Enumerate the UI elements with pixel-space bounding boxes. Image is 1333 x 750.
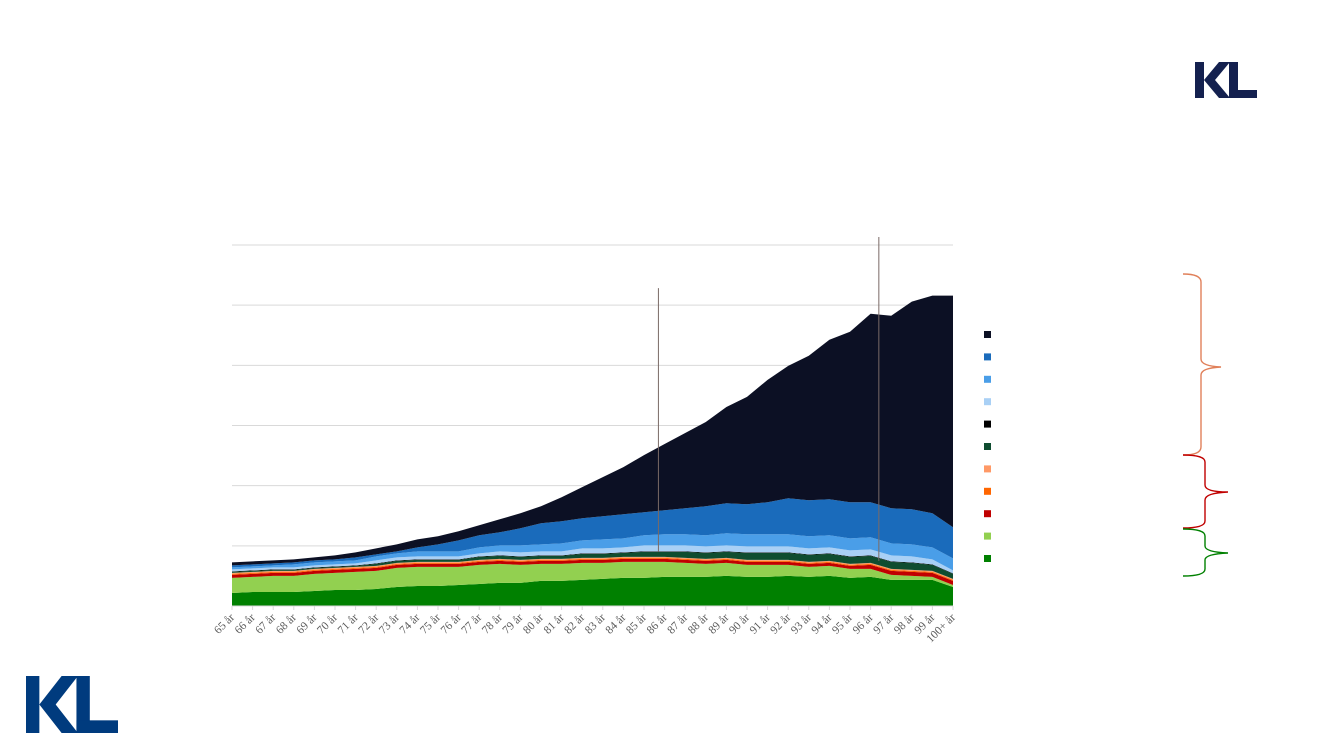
area-series-4 [232, 556, 953, 580]
legend-swatch-10 [984, 331, 991, 338]
x-tick-label: 65 år [211, 611, 237, 637]
legend-swatch-3 [984, 487, 991, 495]
kl-logo-bottom [26, 676, 118, 733]
area-series-1 [232, 561, 953, 593]
x-tick-label: 72 år [356, 611, 382, 637]
x-tick-label: 92 år [768, 611, 794, 637]
x-tick-label: 77 år [459, 611, 485, 637]
area-series-3 [232, 557, 953, 581]
legend-swatch-4 [984, 465, 991, 473]
x-tick-label: 84 år [603, 611, 629, 637]
annotation-lines [657, 236, 880, 561]
legend-swatch-6 [984, 420, 991, 428]
x-tick-label: 85 år [623, 611, 649, 637]
x-tick-label: 93 år [788, 611, 814, 637]
x-tick-label: 69 år [294, 611, 320, 637]
area-series-9 [232, 498, 953, 568]
x-tick-label: 71 år [335, 611, 361, 637]
legend-swatch-2 [984, 510, 991, 518]
x-tick-label: 91 år [747, 611, 773, 637]
group-braces [1182, 273, 1229, 577]
area-series-2 [232, 558, 953, 585]
area-series-0 [232, 575, 953, 606]
x-tick-label: 79 år [500, 611, 526, 637]
x-tick-label: 89 år [706, 611, 732, 637]
x-tick-label: 88 år [685, 611, 711, 637]
x-tick-label: 76 år [438, 611, 464, 637]
x-tick-label: 67 år [253, 611, 279, 637]
brace-upper [1182, 273, 1222, 456]
brace-middle [1182, 454, 1229, 529]
kl-logo-top [1195, 62, 1257, 98]
legend-swatch-9 [984, 353, 991, 361]
x-tick-label: 90 år [726, 611, 752, 637]
x-tick-label: 78 år [479, 611, 505, 637]
x-tick-label: 96 år [850, 611, 876, 637]
legend-swatch-1 [984, 532, 991, 540]
x-tick-label: 80 år [520, 611, 546, 637]
area-series-7 [232, 545, 953, 574]
area-series-8 [232, 533, 953, 571]
area-series-5 [232, 551, 953, 579]
x-tick-label: 87 år [665, 611, 691, 637]
area-series-10 [232, 295, 953, 566]
x-tick-label: 70 år [314, 611, 340, 637]
x-tick-label: 66 år [232, 611, 258, 637]
x-tick-label: 68 år [273, 611, 299, 637]
x-tick-label: 75 år [417, 611, 443, 637]
x-tick-label: 74 år [397, 611, 423, 637]
x-tick-label: 86 år [644, 611, 670, 637]
legend-swatch-0 [984, 555, 991, 562]
x-tick-label: 83 år [582, 611, 608, 637]
legend-swatch-5 [984, 443, 991, 450]
legend-swatch-8 [984, 375, 991, 383]
x-tick-label: 97 år [871, 611, 897, 637]
legend-swatch-7 [984, 398, 991, 406]
x-tick-label: 82 år [562, 611, 588, 637]
area-layers [232, 295, 953, 606]
x-tick-label: 81 år [541, 611, 567, 637]
legend [984, 331, 991, 562]
x-tick-label: 94 år [809, 611, 835, 637]
brace-lower [1182, 528, 1229, 577]
x-tick-label: 95 år [829, 611, 855, 637]
x-tick-label: 73 år [376, 611, 402, 637]
x-tick-label: 98 år [891, 611, 917, 637]
